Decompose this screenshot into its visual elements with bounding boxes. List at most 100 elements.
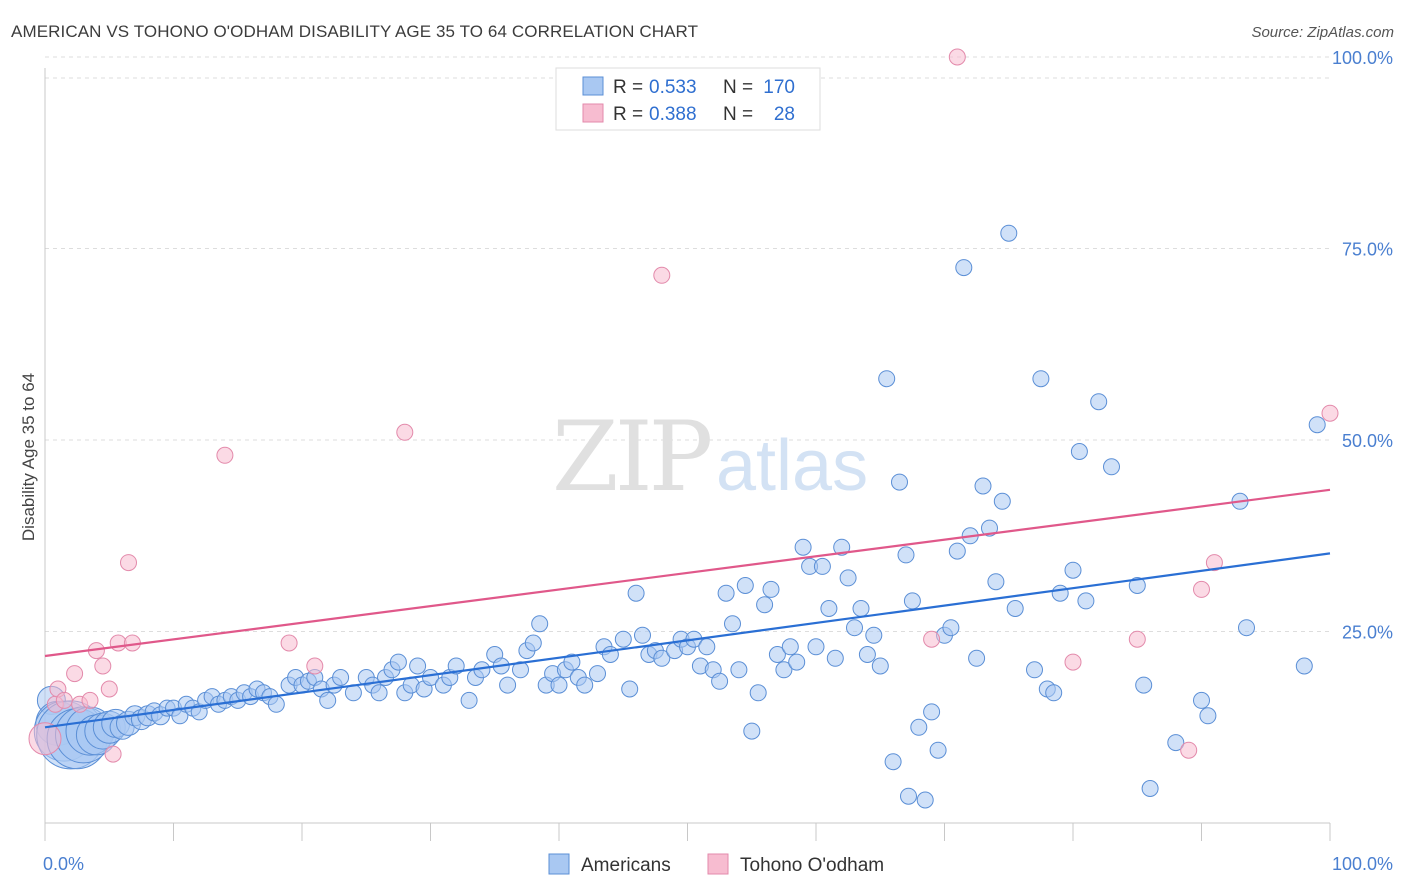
point-americans-140	[1000, 224, 1018, 242]
legend-r-value-2: 0.388	[649, 104, 697, 125]
point-tohono-25	[1205, 554, 1223, 572]
point-americans-81	[621, 680, 639, 698]
x-tick-label-0: 0.0%	[43, 854, 84, 874]
point-americans-149	[1077, 592, 1095, 610]
watermark: ZIP atlas	[552, 401, 868, 513]
point-americans-104	[775, 661, 793, 679]
point-tohono-18	[653, 266, 671, 284]
y-tick-label-2: 75.0%	[1342, 240, 1393, 260]
point-americans-83	[634, 626, 651, 644]
legend-n-value-1: 170	[763, 77, 795, 98]
point-tohono-15	[280, 634, 298, 652]
point-americans-117	[858, 646, 876, 663]
point-americans-123	[897, 546, 915, 564]
trend-lines	[44, 488, 1331, 729]
point-americans-116	[852, 600, 870, 617]
point-americans-97	[730, 661, 748, 679]
point-americans-76	[576, 676, 594, 694]
point-tohono-16	[306, 657, 324, 675]
point-americans-153	[1135, 676, 1153, 694]
point-americans-157	[1199, 707, 1217, 725]
point-americans-65	[499, 676, 517, 694]
point-tohono-20	[948, 48, 966, 66]
bottom-legend-swatch-americans	[548, 853, 570, 875]
point-americans-59	[447, 657, 465, 675]
watermark-atlas: atlas	[716, 426, 868, 506]
point-americans-99	[743, 722, 761, 740]
point-americans-44	[332, 669, 350, 686]
legend-r-label-2: R =	[613, 104, 643, 125]
point-americans-136	[974, 477, 992, 495]
point-tohono-8	[94, 657, 112, 675]
legend-n-label-1: N =	[723, 77, 753, 98]
point-americans-103	[768, 646, 786, 663]
y-axis-label: Disability Age 35 to 64	[19, 373, 38, 541]
point-americans-145	[1045, 684, 1063, 702]
point-tohono-22	[1128, 630, 1146, 648]
x-tick-label-1: 100.0%	[1332, 854, 1393, 874]
point-tohono-12	[120, 554, 137, 572]
point-americans-132	[948, 542, 966, 560]
point-americans-146	[1051, 584, 1069, 602]
point-americans-150	[1090, 393, 1108, 411]
legend-swatch-tohono	[582, 103, 604, 123]
point-americans-77	[589, 665, 606, 683]
trend-line-americans	[44, 552, 1331, 729]
point-americans-131	[942, 619, 960, 637]
point-americans-114	[839, 569, 857, 587]
point-tohono-3	[55, 691, 73, 709]
point-tohono-19	[923, 630, 941, 648]
bottom-legend: Americans Tohono O'odham	[548, 853, 884, 876]
point-americans-141	[1006, 600, 1024, 617]
point-americans-124	[903, 592, 921, 610]
legend-box: R = 0.533 N = 170 R = 0.388 N = 28	[555, 67, 821, 131]
point-americans-100	[749, 684, 767, 702]
legend-swatch-americans	[582, 76, 604, 96]
point-americans-96	[724, 615, 741, 633]
bottom-legend-tohono: Tohono O'odham	[740, 855, 884, 876]
point-tohono-0	[28, 722, 62, 756]
point-americans-159	[1238, 619, 1255, 637]
point-americans-147	[1064, 561, 1082, 579]
point-americans-133	[955, 259, 973, 277]
point-americans-160	[1295, 657, 1313, 675]
point-americans-135	[968, 649, 986, 667]
y-tick-label-0: 25.0%	[1342, 623, 1393, 643]
point-tohono-24	[1193, 580, 1210, 598]
point-americans-79	[601, 646, 619, 663]
tick-labels: 25.0% 50.0% 75.0% 100.0% 0.0% 100.0%	[43, 48, 1393, 874]
legend-n-label-2: N =	[723, 104, 753, 125]
point-americans-95	[717, 584, 735, 602]
watermark-zip: ZIP	[552, 401, 711, 513]
y-tick-label-3: 100.0%	[1332, 48, 1393, 68]
point-americans-139	[993, 492, 1011, 510]
point-americans-122	[891, 473, 908, 491]
point-americans-106	[788, 653, 806, 671]
point-americans-94	[711, 672, 729, 690]
point-americans-111	[820, 600, 838, 617]
point-americans-152	[1128, 577, 1146, 594]
point-americans-118	[865, 626, 883, 644]
point-americans-72	[550, 676, 568, 694]
point-americans-151	[1103, 458, 1120, 476]
point-americans-119	[871, 657, 889, 675]
bottom-legend-americans: Americans	[581, 855, 671, 876]
point-americans-66	[512, 661, 529, 679]
point-tohono-4	[66, 665, 84, 683]
legend-r-label-1: R =	[613, 77, 643, 98]
point-americans-128	[923, 703, 941, 721]
point-americans-48	[370, 684, 388, 702]
point-americans-127	[916, 791, 934, 809]
point-americans-121	[884, 753, 902, 771]
point-tohono-26	[1321, 404, 1339, 422]
point-tohono-6	[81, 691, 99, 709]
point-americans-155	[1167, 734, 1185, 752]
point-americans-68	[524, 634, 542, 652]
point-tohono-17	[396, 423, 414, 441]
point-americans-107	[794, 538, 812, 556]
point-americans-113	[833, 538, 851, 556]
point-americans-120	[878, 370, 896, 388]
point-americans-125	[900, 787, 917, 805]
legend-n-value-2: 28	[774, 104, 795, 125]
